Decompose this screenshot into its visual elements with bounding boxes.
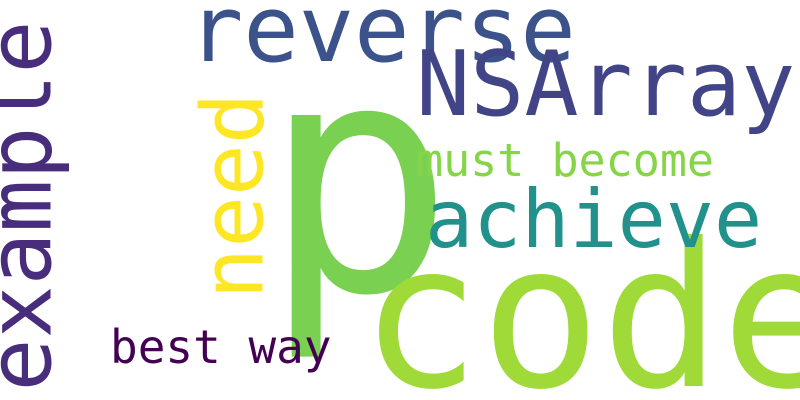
word-must-become: must become	[416, 134, 715, 187]
word-best-way: best way	[110, 320, 332, 374]
word-example: example	[0, 20, 72, 392]
word-achieve: achieve	[425, 173, 763, 266]
word-nsarray: NSArray	[416, 32, 796, 137]
word-code: code	[360, 201, 800, 400]
word-reverse: reverse	[188, 0, 576, 83]
word-need: need	[183, 92, 284, 300]
word-p: p	[262, 0, 455, 366]
